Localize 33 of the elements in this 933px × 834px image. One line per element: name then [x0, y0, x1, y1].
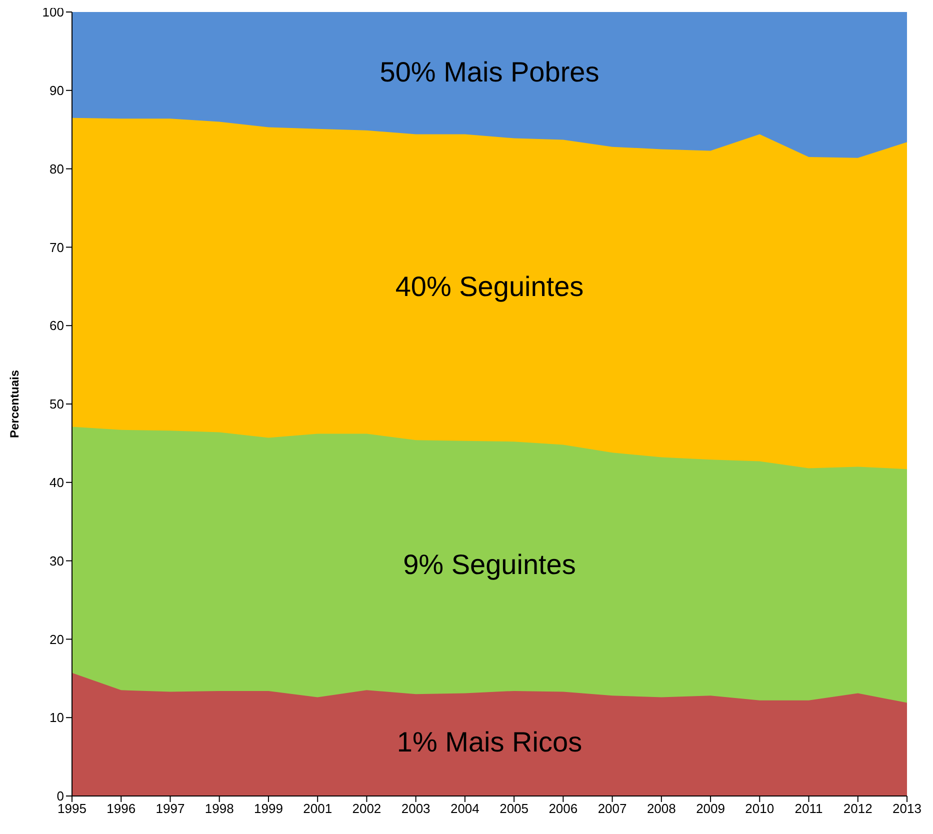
x-tick-label: 2005: [500, 801, 529, 816]
y-tick-label: 90: [50, 83, 64, 98]
series-label: 1% Mais Ricos: [396, 726, 582, 758]
x-tick-label: 1995: [58, 801, 86, 816]
x-tick-label: 2012: [843, 801, 872, 816]
x-tick-label: 2002: [352, 801, 382, 816]
series-label: 9% Seguintes: [403, 549, 576, 580]
y-tick-label: 50: [50, 396, 64, 412]
x-tick-label: 2007: [598, 801, 627, 816]
series-label: 50% Mais Pobres: [380, 56, 600, 88]
x-tick-label: 1997: [156, 801, 185, 816]
series-label: 40% Seguintes: [395, 271, 584, 302]
x-tick-label: 2010: [745, 801, 774, 816]
y-tick-label: 60: [50, 318, 64, 334]
x-tick-label: 2004: [450, 801, 480, 816]
y-tick-label: 0: [56, 788, 64, 804]
y-axis-title: Percentuais: [7, 370, 22, 438]
x-tick-label: 2008: [646, 801, 676, 816]
y-tick-label: 80: [50, 161, 64, 176]
x-tick-label: 1998: [204, 801, 234, 816]
y-tick-label: 30: [50, 553, 64, 568]
x-tick-label: 2001: [303, 801, 332, 816]
y-tick-label: 10: [50, 710, 64, 726]
y-tick-label: 40: [50, 475, 64, 490]
x-tick-label: 1999: [254, 801, 283, 816]
y-tick-label: 70: [50, 240, 64, 255]
x-tick-label: 2006: [548, 801, 578, 816]
x-tick-label: 2011: [794, 801, 823, 816]
x-tick-label: 1996: [106, 801, 136, 816]
x-tick-label: 2013: [892, 801, 922, 816]
x-tick-label: 2003: [401, 801, 430, 816]
y-tick-label: 20: [50, 632, 64, 647]
x-tick-label: 2009: [696, 801, 725, 816]
